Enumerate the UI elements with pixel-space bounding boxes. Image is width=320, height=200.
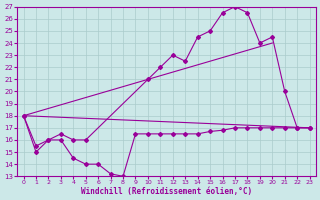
X-axis label: Windchill (Refroidissement éolien,°C): Windchill (Refroidissement éolien,°C) (81, 187, 252, 196)
